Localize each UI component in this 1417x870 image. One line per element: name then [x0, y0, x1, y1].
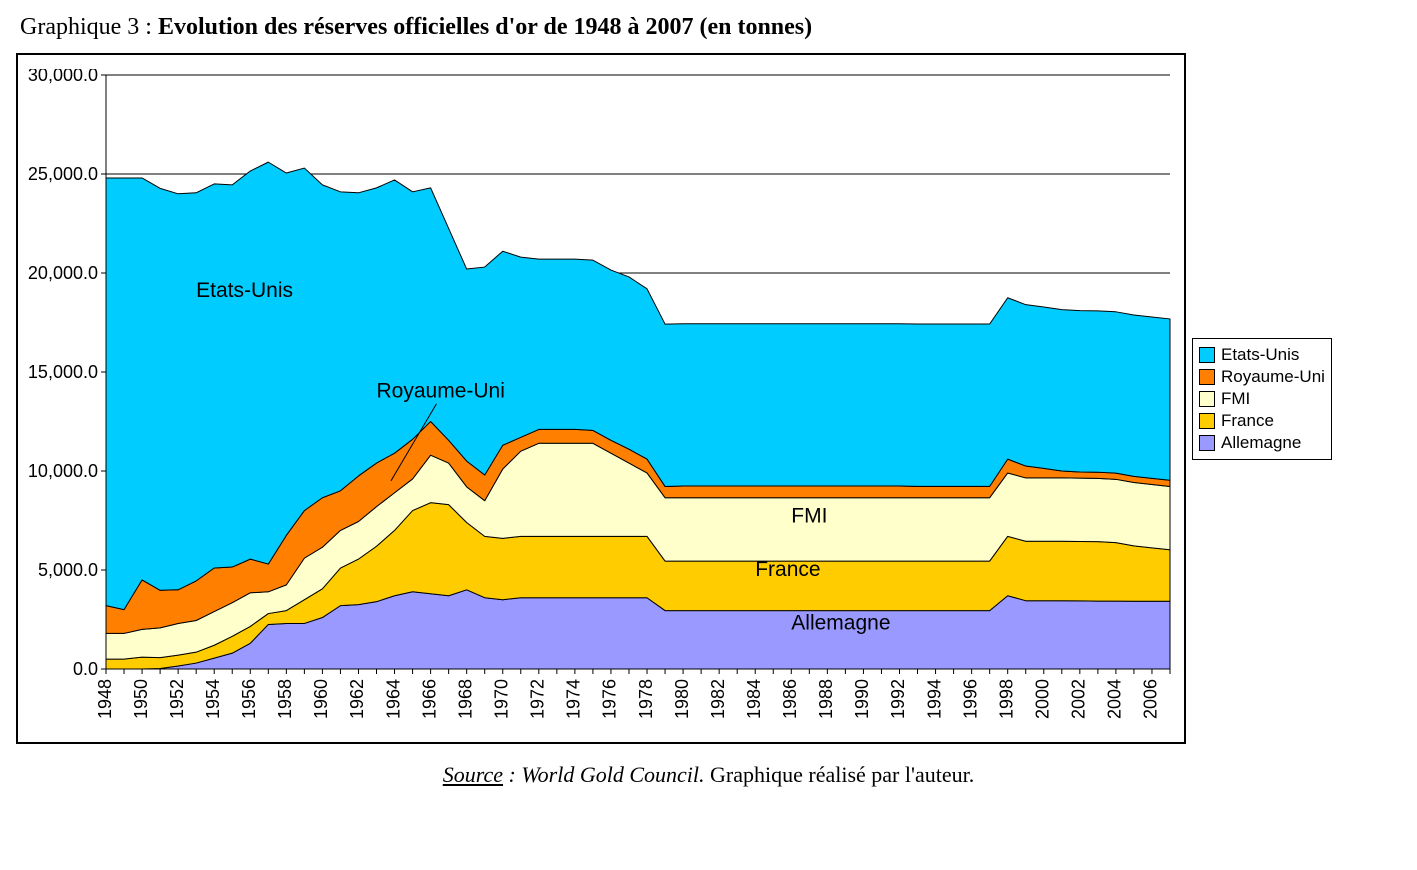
x-tick-label: 2006	[1141, 679, 1161, 719]
legend-item-france: France	[1199, 411, 1325, 431]
legend-swatch	[1199, 391, 1215, 407]
region-label: Allemagne	[791, 612, 890, 635]
stacked-area-chart: 0.0 5,000.0 10,000.0 15,000.0 20,000.0 25,000…	[26, 69, 1176, 729]
x-tick-label: 1972	[528, 679, 548, 719]
x-tick-label: 1960	[311, 679, 331, 719]
y-tick-label: 5,000.0	[38, 560, 98, 580]
legend-item-allemagne: Allemagne	[1199, 433, 1325, 453]
legend-item-etats-unis: Etats-Unis	[1199, 345, 1325, 365]
x-tick-label: 1994	[924, 679, 944, 719]
y-tick-label: 30,000.0	[28, 69, 98, 85]
legend-swatch	[1199, 369, 1215, 385]
x-tick-label: 1982	[708, 679, 728, 719]
y-tick-label: 20,000.0	[28, 263, 98, 283]
x-tick-label: 1978	[636, 679, 656, 719]
chart-row: 0.0 5,000.0 10,000.0 15,000.0 20,000.0 25,000…	[16, 53, 1401, 744]
source-line: Source : World Gold Council. Graphique r…	[16, 762, 1401, 788]
x-tick-label: 1956	[239, 679, 259, 719]
y-tick-label: 0.0	[73, 659, 98, 679]
legend-label: Etats-Unis	[1221, 345, 1299, 365]
x-tick-label: 2000	[1033, 679, 1053, 719]
x-tick-label: 1964	[383, 679, 403, 719]
chart-title: Graphique 3 : Evolution des réserves off…	[20, 12, 1401, 43]
source-sep: :	[509, 762, 522, 787]
chart-title-main: Evolution des réserves officielles d'or …	[158, 14, 812, 40]
x-tick-label: 1990	[852, 679, 872, 719]
x-tick-label: 1962	[347, 679, 367, 719]
x-tick-label: 1976	[600, 679, 620, 719]
source-tail: Graphique réalisé par l'auteur.	[705, 762, 975, 787]
y-tick-label: 25,000.0	[28, 164, 98, 184]
x-tick-label: 2002	[1069, 679, 1089, 719]
legend-label: Allemagne	[1221, 433, 1301, 453]
legend-item-fmi: FMI	[1199, 389, 1325, 409]
page: Graphique 3 : Evolution des réserves off…	[0, 0, 1417, 870]
legend-label: Royaume-Uni	[1221, 367, 1325, 387]
x-tick-label: 1996	[960, 679, 980, 719]
region-label: France	[755, 558, 820, 581]
legend-item-royaume-uni: Royaume-Uni	[1199, 367, 1325, 387]
x-tick-label: 1954	[203, 679, 223, 719]
x-tick-label: 1986	[780, 679, 800, 719]
chart-title-prefix: Graphique 3 :	[20, 14, 158, 40]
legend-swatch	[1199, 435, 1215, 451]
source-value: World Gold Council.	[521, 762, 704, 787]
region-label: Royaume-Uni	[377, 380, 505, 403]
x-tick-label: 1950	[131, 679, 151, 719]
x-tick-label: 2004	[1105, 679, 1125, 719]
x-tick-label: 1952	[167, 679, 187, 719]
x-tick-label: 1980	[672, 679, 692, 719]
legend-swatch	[1199, 347, 1215, 363]
region-label: Etats-Unis	[196, 279, 293, 302]
x-tick-label: 1958	[275, 679, 295, 719]
chart-container: 0.0 5,000.0 10,000.0 15,000.0 20,000.0 25,000…	[16, 53, 1186, 744]
legend-swatch	[1199, 413, 1215, 429]
x-tick-label: 1970	[491, 679, 511, 719]
x-tick-label: 1974	[564, 679, 584, 719]
x-tick-label: 1968	[455, 679, 475, 719]
x-tick-label: 1992	[888, 679, 908, 719]
y-tick-label: 15,000.0	[28, 362, 98, 382]
legend-label: France	[1221, 411, 1274, 431]
x-tick-label: 1948	[95, 679, 115, 719]
x-tick-label: 1966	[419, 679, 439, 719]
legend: Etats-UnisRoyaume-UniFMIFranceAllemagne	[1192, 338, 1332, 460]
x-tick-label: 1988	[816, 679, 836, 719]
x-tick-label: 1998	[996, 679, 1016, 719]
region-label: FMI	[791, 505, 827, 528]
x-tick-label: 1984	[744, 679, 764, 719]
legend-label: FMI	[1221, 389, 1250, 409]
source-label: Source	[443, 762, 503, 787]
y-tick-label: 10,000.0	[28, 461, 98, 481]
